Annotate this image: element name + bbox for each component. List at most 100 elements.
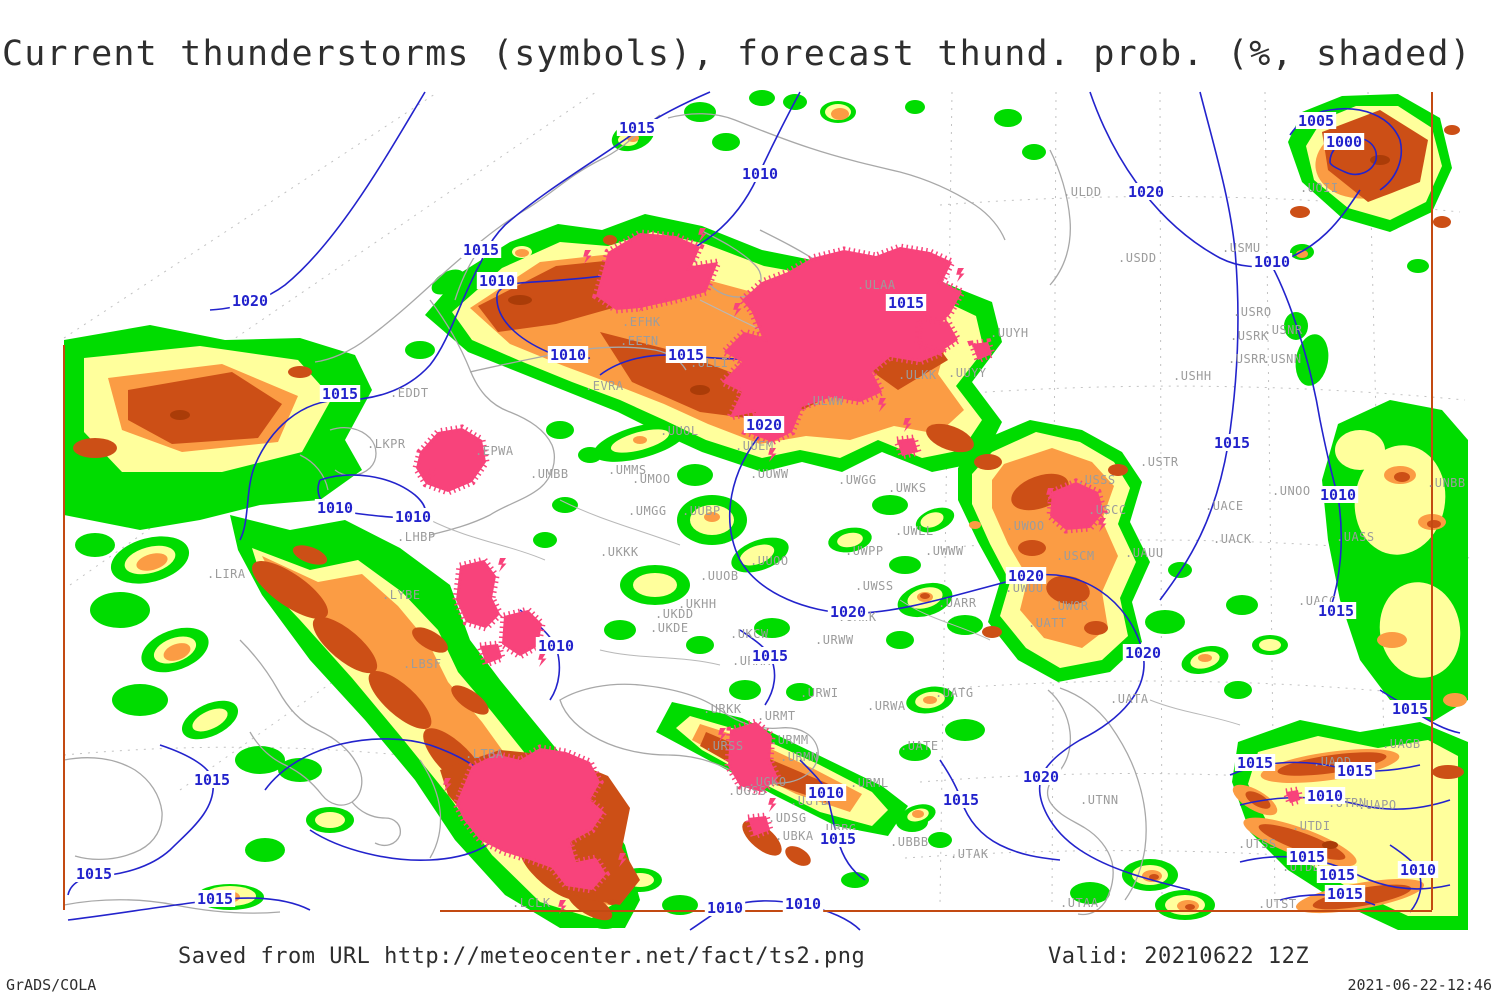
station-label: .UKHH (678, 597, 717, 611)
station-label: .USCM (1056, 549, 1095, 563)
svg-text:1010: 1010 (1307, 787, 1343, 805)
station-label: .ULKK (898, 368, 937, 382)
station-label: .USDD (1118, 251, 1157, 265)
svg-text:1015: 1015 (752, 647, 788, 665)
station-label: .UTSS (1238, 837, 1277, 851)
station-label: .USHH (1173, 369, 1212, 383)
svg-text:1015: 1015 (197, 890, 233, 908)
station-label: .USRK (1230, 329, 1269, 343)
svg-text:1015: 1015 (1237, 754, 1273, 772)
station-label: .USCC (1088, 503, 1127, 517)
station-label: .ULDD (1063, 185, 1102, 199)
station-label: .UASS (1336, 530, 1375, 544)
isobar-label: 1015 (1315, 602, 1357, 620)
isobar-label: 1020 (1125, 183, 1167, 201)
station-label: .UMMS (608, 463, 647, 477)
station-label: .UTAK (950, 847, 989, 861)
station-label: .UATA (1110, 692, 1149, 706)
svg-text:1010: 1010 (785, 895, 821, 913)
isobar-label: 1015 (73, 865, 115, 883)
station-label: .UUWW (750, 467, 789, 481)
station-label: .UUOO (750, 554, 789, 568)
svg-text:1020: 1020 (1128, 183, 1164, 201)
isobar-label: 1010 (1304, 787, 1346, 805)
station-label: .UACE (1205, 499, 1244, 513)
station-label: .UMOO (632, 472, 671, 486)
svg-text:1020: 1020 (746, 416, 782, 434)
station-label: .UWPP (845, 544, 884, 558)
saved-from-url-text: Saved from URL http://meteocenter.net/fa… (178, 944, 866, 969)
station-label-layer: .ULDD .USDD .USMU .USRO .USNR.USRK .USRR.USNN… (207, 181, 1466, 911)
station-label: .LYBE (382, 588, 421, 602)
isobar-label: 1015 (665, 346, 707, 364)
station-label: .UNBB (1427, 476, 1466, 490)
svg-text:1020: 1020 (232, 292, 268, 310)
svg-text:1015: 1015 (1289, 848, 1325, 866)
isobar-label: 1010 (1251, 253, 1293, 271)
station-label: .UUBP (682, 504, 721, 518)
station-label: .USRR (1228, 352, 1267, 366)
station-label: .USTR (1140, 455, 1179, 469)
station-label: .UAUU (1125, 546, 1164, 560)
station-label: .UWUU (1005, 581, 1044, 595)
svg-text:1020: 1020 (1125, 644, 1161, 662)
isobar-label: 1010 (782, 895, 824, 913)
svg-text:1015: 1015 (1327, 885, 1363, 903)
station-label: .URMM (770, 733, 809, 747)
station-label: .USSS (1077, 473, 1116, 487)
isobar-label: 1015 (885, 294, 927, 312)
svg-text:1020: 1020 (1023, 768, 1059, 786)
isobar-label: 1010 (1317, 486, 1359, 504)
station-label: .UATG (935, 686, 974, 700)
svg-text:1010: 1010 (395, 508, 431, 526)
isobar-label: 1020 (743, 416, 785, 434)
station-label: .URWI (800, 686, 839, 700)
station-label: .UAPO (1358, 798, 1397, 812)
svg-text:1015: 1015 (619, 119, 655, 137)
station-label: .UTST (1258, 897, 1297, 911)
station-label: .EPWA (475, 444, 514, 458)
station-label: .UWLL (895, 524, 934, 538)
isobar-label: 1015 (1211, 434, 1253, 452)
station-label: .UWOR (1050, 599, 1089, 613)
station-label: .URKK (703, 702, 742, 716)
isobar-label: 1010 (805, 784, 847, 802)
station-label: .UATE (900, 739, 939, 753)
isobar-label: 1015 (1334, 762, 1376, 780)
isobar-label: 1015 (616, 119, 658, 137)
station-label: .UAGB (1382, 737, 1421, 751)
station-label: .UTNN (1080, 793, 1119, 807)
station-label: .UGKO (748, 775, 787, 789)
isobar-label: 1015 (749, 647, 791, 665)
svg-text:1010: 1010 (808, 784, 844, 802)
isobar-label: 1015 (319, 385, 361, 403)
page-title: Current thunderstorms (symbols), forecas… (2, 34, 1472, 74)
svg-text:1010: 1010 (550, 346, 586, 364)
station-label: .USMU (1222, 241, 1261, 255)
station-label: .USNN (1263, 352, 1302, 366)
station-label: .UDSG (768, 811, 807, 825)
isobar-label: 1015 (191, 771, 233, 789)
station-label: .EETN (620, 334, 659, 348)
isobar-label: 1015 (1234, 754, 1276, 772)
isobar-label: 1010 (535, 637, 577, 655)
station-label: .UBBB (890, 835, 929, 849)
isobar-label: 1010 (392, 508, 434, 526)
isobar-label: 1015 (1324, 885, 1366, 903)
station-label: .UATT (1028, 616, 1067, 630)
isobar-label: 1000 (1323, 133, 1365, 151)
isobar-label: 1020 (1122, 644, 1164, 662)
svg-text:1015: 1015 (76, 865, 112, 883)
isobar-label: 1020 (1005, 567, 1047, 585)
station-label: .UWSS (855, 579, 894, 593)
svg-text:1015: 1015 (1337, 762, 1373, 780)
station-label: .LBSF (403, 657, 442, 671)
isobar-label: 1020 (229, 292, 271, 310)
svg-text:1010: 1010 (742, 165, 778, 183)
svg-text:1015: 1015 (820, 830, 856, 848)
station-label: .UARR (938, 596, 977, 610)
station-label: .LKPR (367, 437, 406, 451)
svg-text:1015: 1015 (1392, 700, 1428, 718)
station-label: .LHBP (397, 530, 436, 544)
svg-text:1020: 1020 (1008, 567, 1044, 585)
